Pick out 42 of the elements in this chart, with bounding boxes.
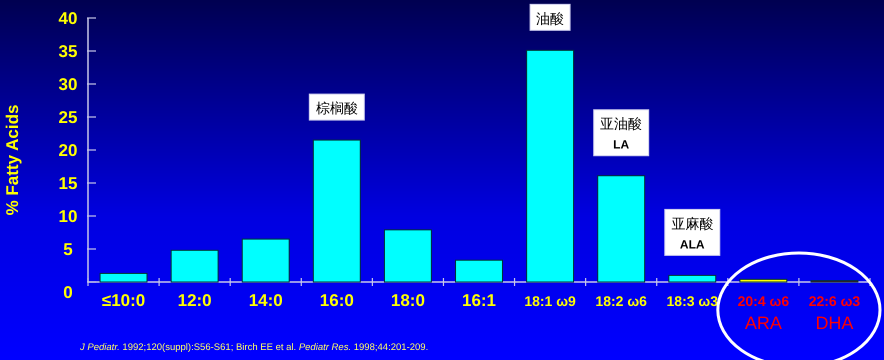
y-tick-label: 5: [63, 240, 73, 259]
bar-note: 亚油酸 LA: [593, 109, 650, 156]
bar: [668, 274, 716, 282]
bar: [597, 175, 646, 282]
x-tick-label: 20:4 ω6: [738, 293, 790, 309]
x-tick-label: 16:0: [320, 291, 354, 310]
text: J Pediatr. 1992;120(suppl):S56-S61; Birch EE et al. Pediatr Res. 1998;44:201-209.: [79, 342, 428, 353]
x-tick-label: 14:0: [248, 291, 283, 310]
annotation: 亚麻酸 ALA: [671, 216, 714, 252]
y-tick-label: 10: [58, 207, 78, 226]
annotation: 亚油酸 LA: [600, 116, 642, 152]
bar: [526, 50, 574, 282]
bar-note: 棕榈酸: [308, 94, 365, 121]
bar: [312, 140, 361, 282]
x-tick-label: 18:0: [390, 291, 425, 310]
y-tick-label: 15: [58, 174, 78, 193]
x-tick-label: 16:1: [462, 291, 496, 310]
x-tick-label: ≤10:0: [102, 291, 146, 310]
text: ARA: [744, 313, 782, 333]
x-tick-label: 18:2 ω6: [595, 293, 648, 309]
y-tick-label: 0: [63, 283, 73, 302]
y-tick-label: 30: [58, 75, 78, 94]
bar-note: 亚麻酸 ALA: [664, 208, 720, 256]
text: DHA: [815, 313, 854, 333]
y-axis-title: % Fatty Acids: [3, 104, 22, 216]
bar: [100, 272, 148, 282]
x-tick-label: 12:0: [178, 291, 212, 310]
x-tick-label: 22:6 ω3: [808, 293, 860, 309]
bar: [170, 250, 219, 282]
bar: [384, 229, 432, 282]
annotation: 棕榈酸: [316, 101, 358, 118]
y-tick-label: 35: [58, 42, 78, 61]
bar: [242, 238, 290, 282]
y-tick-label: 20: [58, 141, 78, 160]
y-tick-label: 40: [58, 9, 78, 28]
x-tick-label: 18:1 ω9: [524, 293, 576, 309]
bar: [739, 278, 788, 282]
bar: [455, 260, 503, 282]
y-tick-label: 25: [58, 108, 78, 127]
bar-note: 油酸: [530, 4, 571, 31]
annotation: 油酸: [536, 11, 564, 28]
x-tick-label: 18:3 ω3: [666, 293, 718, 309]
